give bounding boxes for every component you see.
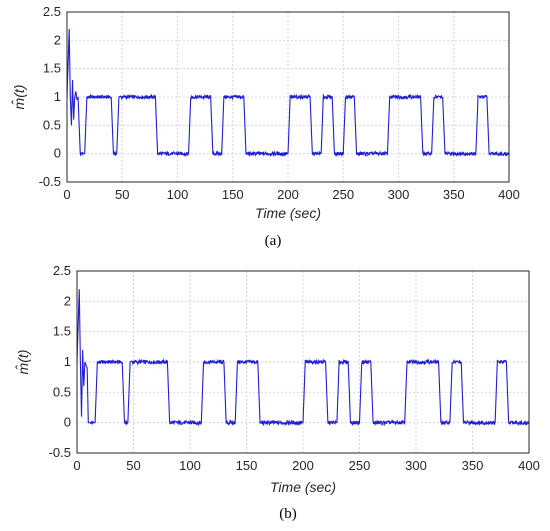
- x-tick-label: 100: [179, 458, 201, 473]
- x-tick-label: 300: [388, 187, 410, 202]
- x-tick-label: 100: [167, 187, 189, 202]
- x-tick-label: 200: [277, 187, 299, 202]
- y-tick-label: -0.5: [39, 174, 61, 189]
- panel-caption: (a): [265, 233, 282, 249]
- y-tick-label: 2.5: [43, 4, 61, 19]
- y-tick-label: 1: [64, 354, 71, 369]
- x-tick-label: 350: [462, 458, 484, 473]
- y-tick-label: 1.5: [43, 61, 61, 76]
- x-axis-label: Time (sec): [270, 479, 336, 495]
- panel-a: 0 50 100 150 200 250 300 350 400-0.500.511.522.5…: [11, 4, 520, 249]
- x-tick-label: 150: [236, 458, 258, 473]
- x-tick-label: 400: [498, 187, 520, 202]
- panel-b: 0 50 100 150 200 250 300 350 400-0.500.511.522.5…: [15, 263, 540, 522]
- x-tick-label: 50: [126, 458, 140, 473]
- x-tick-label: 200: [292, 458, 314, 473]
- y-tick-label: 2: [64, 293, 71, 308]
- y-tick-label: 0: [64, 415, 71, 430]
- panel-caption: (b): [279, 506, 297, 522]
- plot-frame: [66, 11, 510, 183]
- series-line: [66, 28, 510, 158]
- y-tick-label: 0.5: [53, 384, 71, 399]
- x-tick-label: 0: [73, 458, 80, 473]
- y-tick-label: 1: [54, 89, 61, 104]
- x-tick-label: 350: [443, 187, 465, 202]
- y-tick-label: 2.5: [53, 263, 71, 278]
- x-axis-label: Time (sec): [255, 205, 321, 221]
- x-tick-label: 150: [222, 187, 244, 202]
- x-tick-label: 0: [63, 187, 70, 202]
- x-tick-label: 300: [405, 458, 427, 473]
- x-tick-label: 400: [518, 458, 540, 473]
- y-tick-label: 0.5: [43, 117, 61, 132]
- y-tick-label: -0.5: [49, 445, 71, 460]
- plot-frame: [76, 270, 530, 454]
- series-line: [76, 289, 530, 427]
- y-axis-label: m̂(t): [15, 350, 31, 375]
- x-tick-label: 250: [332, 187, 354, 202]
- y-tick-label: 1.5: [53, 324, 71, 339]
- y-tick-label: 2: [54, 32, 61, 47]
- x-tick-label: 50: [115, 187, 129, 202]
- y-axis-label: m̂(t): [11, 85, 27, 110]
- y-tick-label: 0: [54, 146, 61, 161]
- x-tick-label: 250: [349, 458, 371, 473]
